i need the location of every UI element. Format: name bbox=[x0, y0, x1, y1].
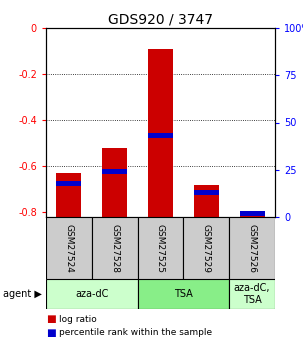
Bar bbox=[229, 279, 275, 309]
Bar bbox=[138, 279, 229, 309]
Text: agent ▶: agent ▶ bbox=[3, 289, 42, 299]
Bar bbox=[148, 133, 173, 138]
Text: GSM27525: GSM27525 bbox=[156, 224, 165, 273]
Bar bbox=[46, 217, 92, 279]
Bar bbox=[56, 173, 82, 217]
Bar bbox=[183, 217, 229, 279]
Text: ■: ■ bbox=[46, 314, 56, 324]
Bar bbox=[194, 190, 219, 195]
Text: GSM27528: GSM27528 bbox=[110, 224, 119, 273]
Text: TSA: TSA bbox=[174, 289, 193, 299]
Bar bbox=[102, 169, 127, 174]
Bar bbox=[239, 211, 265, 216]
Bar bbox=[102, 148, 127, 217]
Text: GSM27526: GSM27526 bbox=[248, 224, 257, 273]
Text: percentile rank within the sample: percentile rank within the sample bbox=[59, 328, 212, 337]
Text: log ratio: log ratio bbox=[59, 315, 97, 324]
Bar bbox=[92, 217, 138, 279]
Text: aza-dC: aza-dC bbox=[75, 289, 108, 299]
Bar bbox=[138, 217, 183, 279]
Bar bbox=[239, 213, 265, 217]
Text: ■: ■ bbox=[46, 328, 56, 338]
Text: GSM27524: GSM27524 bbox=[65, 224, 73, 273]
Bar bbox=[148, 49, 173, 217]
Bar bbox=[46, 279, 138, 309]
Bar bbox=[229, 217, 275, 279]
Text: aza-dC,
TSA: aza-dC, TSA bbox=[234, 283, 270, 305]
Title: GDS920 / 3747: GDS920 / 3747 bbox=[108, 13, 213, 27]
Bar bbox=[194, 185, 219, 217]
Bar bbox=[56, 181, 82, 186]
Text: GSM27529: GSM27529 bbox=[202, 224, 211, 273]
